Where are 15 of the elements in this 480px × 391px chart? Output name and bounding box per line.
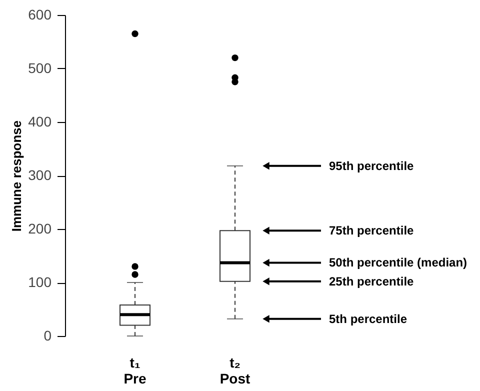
text: 50th percentile (median): [329, 256, 468, 270]
y-tick-label: 600: [28, 6, 52, 22]
y-tick-label: 500: [28, 60, 52, 76]
text: 25th percentile: [329, 274, 414, 288]
y-axis-title: Immune response: [9, 120, 24, 232]
y-tick-label: 0: [44, 328, 52, 344]
text: 5th percentile: [329, 312, 408, 326]
y-tick-label: 100: [28, 274, 52, 290]
text: 95th percentile: [329, 158, 414, 173]
y-tick-label: 400: [28, 114, 52, 130]
text: 75th percentile: [329, 224, 414, 238]
x-tick-label: t₁ Pre: [124, 354, 146, 386]
y-tick-label: 200: [28, 220, 52, 236]
y-tick-label: 300: [28, 167, 52, 183]
x-tick-label: t₂ Post: [220, 354, 251, 386]
